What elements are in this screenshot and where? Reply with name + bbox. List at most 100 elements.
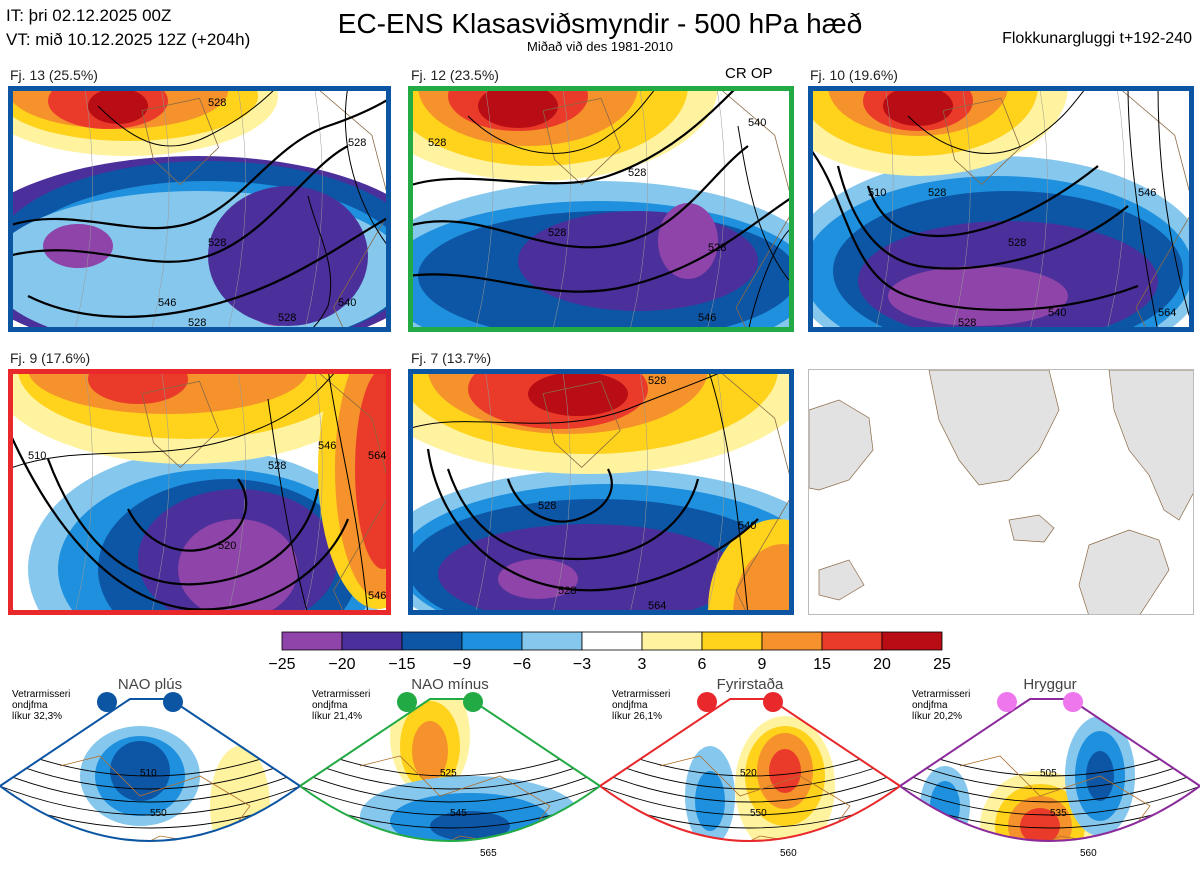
- cluster-map-10: 510 528 528 546 528 540 564: [808, 86, 1194, 332]
- height-contour: [97, 86, 279, 147]
- contour-label: 546: [1138, 187, 1156, 199]
- empty-map-panel: [808, 369, 1194, 615]
- colorbar-tick-label: 15: [813, 656, 831, 673]
- height-contour: [8, 145, 349, 263]
- colorbar-segment: [461, 631, 523, 651]
- anomaly-shading: [178, 519, 298, 615]
- regime-note-line: líkur 26,1%: [612, 711, 663, 722]
- height-contour: [8, 96, 391, 230]
- page-subtitle: Miðað við des 1981-2010: [527, 39, 673, 54]
- contour-label: 564: [1158, 307, 1176, 319]
- height-contour: [408, 369, 729, 430]
- contour-label: 528: [958, 317, 976, 329]
- contour-label: 546: [158, 297, 176, 309]
- regime-name: NAO mínus: [411, 676, 489, 693]
- anomaly-shading: [110, 741, 170, 801]
- coastline: [1116, 86, 1194, 332]
- contour-label: 565: [480, 848, 497, 859]
- regime-panel: 510 550 Vetrarmisseri ondjfma líkur 32,3% NAO…: [0, 676, 302, 871]
- height-contour: [900, 763, 1200, 803]
- regime-note: Vetrarmisseri ondjfma líkur 32,3%: [12, 689, 70, 722]
- height-contour: [408, 145, 749, 249]
- height-contour: [27, 215, 391, 318]
- regime-note-line: ondjfma: [12, 700, 48, 711]
- regime-marker: [997, 692, 1017, 712]
- anomaly-shading: [930, 781, 960, 831]
- height-contour: [1157, 86, 1194, 332]
- coastline: [359, 755, 551, 841]
- height-contour: [0, 848, 300, 871]
- contour-label: 528: [428, 137, 446, 149]
- graticule-line: [74, 86, 93, 332]
- height-contour: [808, 145, 1139, 312]
- anomaly-shading: [888, 266, 1068, 326]
- contour-label: 564: [648, 600, 666, 612]
- height-contour: [8, 369, 339, 470]
- colorbar-tick-label: −15: [388, 656, 416, 673]
- graticule-line: [150, 86, 170, 332]
- contour-label: 540: [1048, 307, 1066, 319]
- anomaly-shading: [658, 203, 718, 279]
- contour-label: 540: [738, 520, 756, 532]
- graticule-line: [874, 86, 894, 332]
- height-contour: [127, 478, 248, 552]
- coastline: [314, 369, 391, 615]
- cr-op-tag: CR OP: [725, 65, 773, 82]
- height-contour: [408, 86, 739, 188]
- contour-label: 528: [208, 237, 226, 249]
- anomaly-shading: [355, 369, 391, 569]
- colorbar-segment: [821, 631, 883, 651]
- contour-label: 528: [928, 187, 946, 199]
- classification-window: Flokkunargluggi t+192-240: [1002, 30, 1192, 47]
- regime-name: Fyrirstaða: [716, 676, 784, 693]
- height-contour: [300, 848, 600, 871]
- regime-panel: 505 535 560 Vetrarmisseri ondjfma líkur 20,2%…: [898, 676, 1200, 871]
- height-contour: [408, 195, 794, 293]
- contour-label: 505: [1040, 768, 1057, 779]
- cluster-map-13: 528 528 546 528 528 540 528: [8, 86, 391, 332]
- contour-label: 550: [750, 808, 767, 819]
- graticule-line: [304, 86, 323, 332]
- anomaly-shading: [412, 721, 448, 781]
- cluster-map-9: 510 520 528 546 564 546: [8, 369, 391, 615]
- colorbar-segment: [341, 631, 403, 651]
- colorbar-tick-label: −3: [572, 656, 592, 673]
- anomaly-shading: [430, 811, 510, 841]
- colorbar-segment: [521, 631, 583, 651]
- height-contour: [600, 777, 900, 816]
- regime-note-line: Vetrarmisseri: [912, 689, 971, 700]
- graticule-line: [629, 86, 648, 332]
- regime-note-line: Vetrarmisseri: [312, 689, 371, 700]
- regime-name: NAO plús: [117, 676, 183, 693]
- graticule-line: [304, 369, 323, 615]
- regime-map: 520 550 560: [598, 698, 902, 859]
- contour-label: 510: [868, 187, 886, 199]
- anomaly-shading: [208, 186, 368, 326]
- coastline: [141, 380, 220, 468]
- regime-note-line: Vetrarmisseri: [12, 689, 71, 700]
- coastline: [141, 97, 220, 185]
- coastline: [59, 755, 251, 841]
- anomaly-shading: [210, 746, 270, 841]
- regime-map: 525 545 565: [298, 698, 602, 871]
- regime-note-line: líkur 32,3%: [12, 711, 63, 722]
- graticule-line: [552, 86, 571, 332]
- cluster-map-canvas: 510 520 528 546 564 546: [8, 369, 391, 615]
- cluster-frame: [8, 86, 391, 332]
- regime-marker: [97, 692, 117, 712]
- contour-label: 540: [338, 297, 356, 309]
- anomaly-shading: [733, 544, 794, 615]
- contour-label: 520: [740, 768, 757, 779]
- contour-label: 510: [28, 450, 46, 462]
- regime-panel: 520 550 560 Vetrarmisseri ondjfma líkur 26,1%…: [598, 676, 902, 871]
- regime-note-line: líkur 20,2%: [912, 711, 963, 722]
- regime-note: Vetrarmisseri ondjfma líkur 21,4%: [312, 689, 370, 722]
- coastline: [314, 86, 391, 332]
- height-contour: [300, 763, 600, 803]
- contour-label: 528: [648, 375, 666, 387]
- regime-name: Hryggur: [1023, 676, 1077, 693]
- colorbar-tick-label: 9: [757, 656, 767, 673]
- graticule-line: [474, 86, 494, 332]
- graticule-line: [706, 86, 726, 332]
- anomaly-shading: [478, 86, 558, 128]
